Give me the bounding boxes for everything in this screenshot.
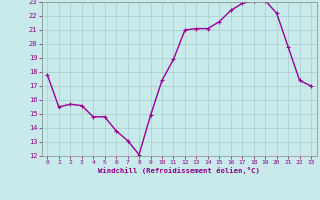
X-axis label: Windchill (Refroidissement éolien,°C): Windchill (Refroidissement éolien,°C) [98,167,260,174]
